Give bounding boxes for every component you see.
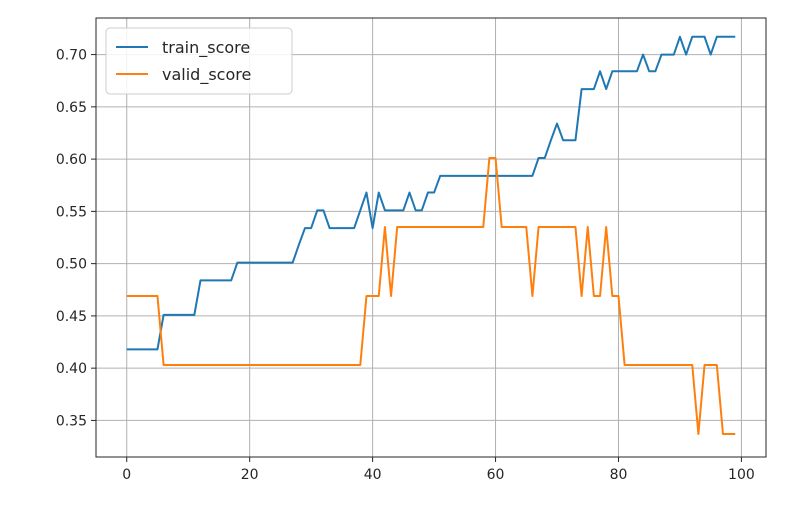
y-tick-label: 0.60 (56, 152, 87, 168)
grid (96, 18, 766, 457)
y-tick-label: 0.50 (56, 257, 87, 273)
x-tick-label: 20 (241, 467, 259, 483)
x-tick-label: 40 (364, 467, 382, 483)
series-lines (126, 35, 736, 435)
legend: train_score valid_score (105, 27, 293, 95)
x-axis: 0 20 40 60 80 100 (122, 457, 755, 483)
y-tick-label: 0.40 (56, 361, 87, 377)
plot-frame (95, 17, 767, 458)
series-line-valid-score (126, 157, 736, 435)
legend-label: valid_score (162, 65, 251, 85)
y-tick-label: 0.45 (56, 309, 87, 325)
series-line-train-score (126, 35, 736, 351)
y-tick-label: 0.55 (56, 204, 87, 220)
y-tick-label: 0.70 (56, 48, 87, 64)
x-tick-label: 100 (728, 467, 755, 483)
y-tick-label: 0.35 (56, 413, 87, 429)
x-tick-label: 80 (610, 467, 628, 483)
legend-box (105, 27, 293, 95)
legend-label: train_score (162, 38, 250, 58)
x-tick-label: 0 (122, 467, 131, 483)
y-axis: 0.35 0.40 0.45 0.50 0.55 0.60 0.65 0.70 (56, 48, 96, 429)
y-tick-label: 0.65 (56, 100, 87, 116)
x-tick-label: 60 (487, 467, 505, 483)
